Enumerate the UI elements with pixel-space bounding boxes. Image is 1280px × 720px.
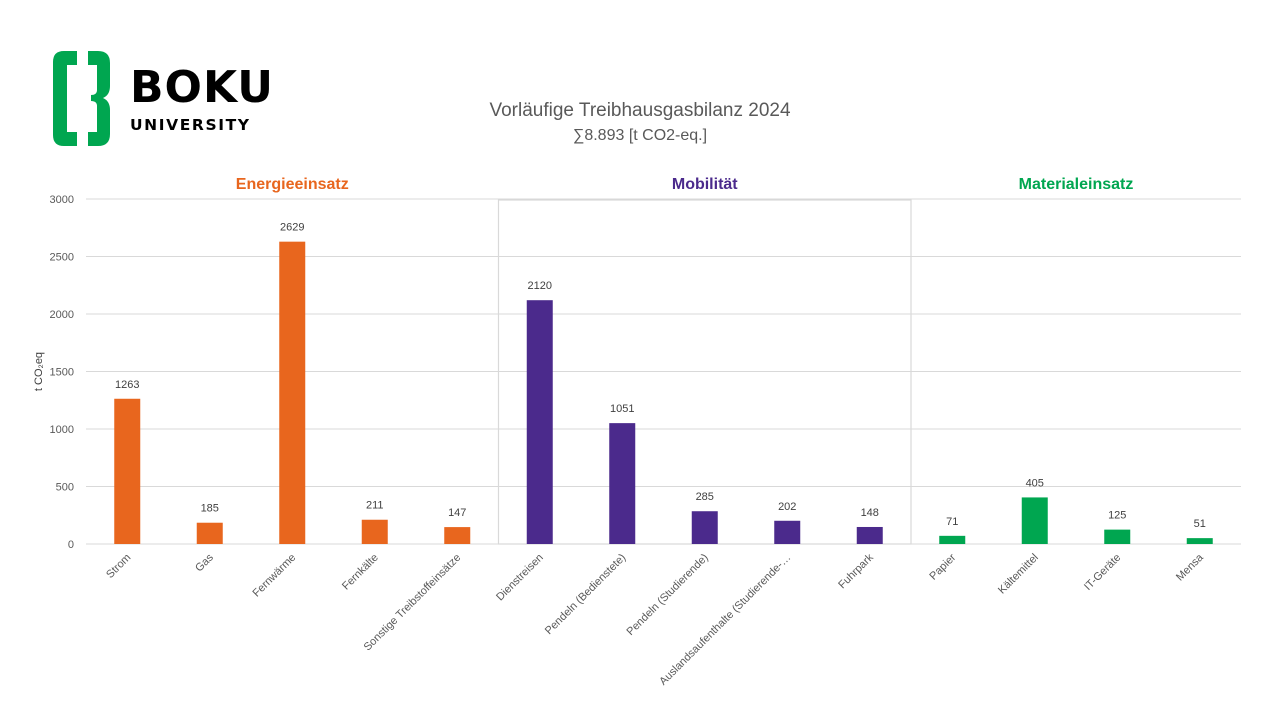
logo-wordmark: BOKU <box>130 62 274 113</box>
bars <box>114 241 1213 545</box>
bar <box>1021 497 1048 544</box>
x-category-label: Auslandsaufenthalte (Studierende-… <box>657 552 793 688</box>
y-tick-label: 3000 <box>50 194 74 206</box>
data-label: 1263 <box>115 379 139 391</box>
bar <box>526 300 553 544</box>
y-tick-label: 1500 <box>50 367 74 379</box>
y-tick-label: 500 <box>56 482 74 494</box>
y-tick-label: 2000 <box>50 309 74 321</box>
bar <box>856 526 883 544</box>
boku-bracket-icon <box>53 51 110 146</box>
chart-subtitle: ∑8.893 [t CO2-eq.] <box>572 127 708 144</box>
logo-subword: UNIVERSITY <box>130 116 251 134</box>
bar <box>1104 529 1131 544</box>
x-category-label: IT-Geräte <box>1082 552 1123 593</box>
x-category-label: Kältemittel <box>996 552 1041 597</box>
y-tick-label: 1000 <box>50 424 74 436</box>
x-category-label: Mensa <box>1174 551 1206 583</box>
bar <box>774 520 801 544</box>
x-category-label: Fernkälte <box>340 552 381 593</box>
data-label: 125 <box>1108 510 1126 522</box>
group-heading: Materialeinsatz <box>1019 176 1134 193</box>
x-category-label: Dienstreisen <box>494 552 546 604</box>
boku-logo: BOKU UNIVERSITY <box>50 48 273 150</box>
data-label: 211 <box>366 500 384 512</box>
bar <box>279 241 306 545</box>
bar <box>939 535 966 544</box>
data-label: 2120 <box>528 280 552 292</box>
bar <box>361 519 388 544</box>
bar <box>691 511 718 544</box>
data-label: 202 <box>778 501 796 513</box>
chart-title: Vorläufige Treibhausgasbilanz 2024 <box>489 100 791 121</box>
data-label: 71 <box>946 516 958 528</box>
data-label: 147 <box>448 507 466 519</box>
x-category-label: Gas <box>193 551 216 574</box>
x-category-label: Fuhrpark <box>836 551 876 591</box>
bar <box>609 423 636 544</box>
bar <box>114 398 141 544</box>
x-category-label: Papier <box>927 551 958 582</box>
data-label: 185 <box>201 503 219 515</box>
data-label: 51 <box>1194 518 1206 530</box>
bar <box>1186 538 1213 544</box>
group-heading: Mobilität <box>672 176 738 193</box>
data-label: 405 <box>1026 477 1044 489</box>
bar <box>444 527 471 544</box>
x-category-label: Strom <box>104 552 133 581</box>
y-tick-label: 0 <box>68 539 74 551</box>
data-label: 148 <box>861 507 879 519</box>
x-category-label: Pendeln (Bedienstete) <box>543 552 628 637</box>
data-label: 285 <box>696 491 714 503</box>
x-category-label: Sonstige Treibstoffeinsätze <box>362 552 464 654</box>
x-category-label: Fernwärme <box>251 552 299 600</box>
data-label: 1051 <box>610 403 634 415</box>
bar <box>196 522 223 544</box>
y-tick-label: 2500 <box>50 252 74 264</box>
y-axis-title: t CO₂eq <box>33 352 45 391</box>
data-label: 2629 <box>280 222 304 234</box>
x-category-label: Pendeln (Studierende) <box>625 552 711 638</box>
group-heading: Energieeinsatz <box>236 176 349 193</box>
gridlines <box>86 198 1241 545</box>
